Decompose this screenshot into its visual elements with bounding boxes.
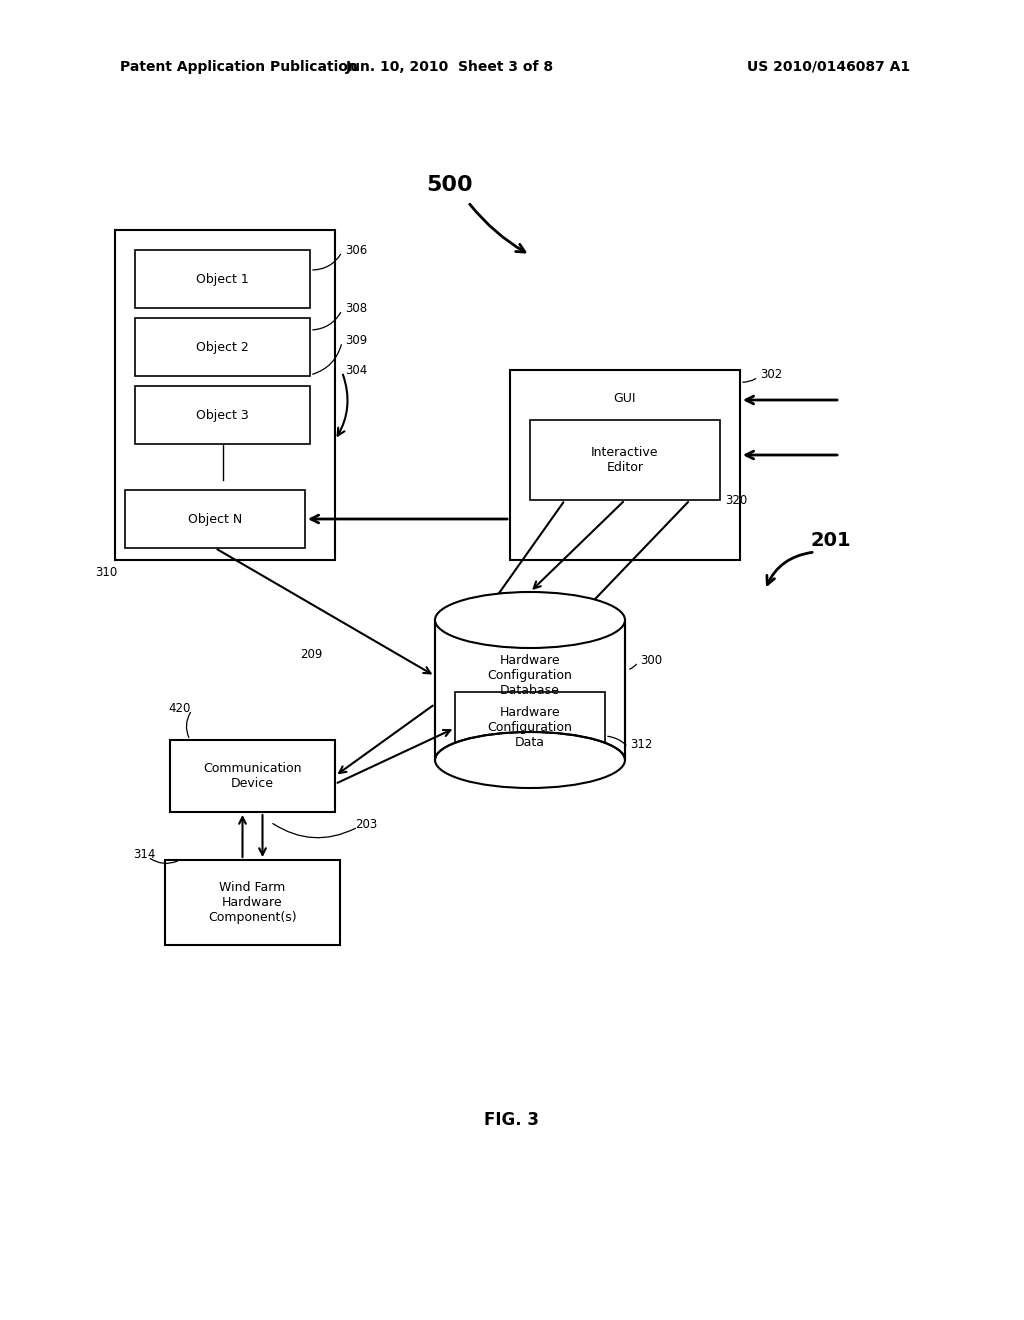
Text: Hardware
Configuration
Data: Hardware Configuration Data bbox=[487, 706, 572, 750]
Text: Jun. 10, 2010  Sheet 3 of 8: Jun. 10, 2010 Sheet 3 of 8 bbox=[346, 59, 554, 74]
Text: Object 3: Object 3 bbox=[197, 408, 249, 421]
Bar bbox=[135, 385, 310, 444]
Bar bbox=[125, 490, 305, 548]
Bar bbox=[115, 230, 335, 560]
Text: 312: 312 bbox=[630, 738, 652, 751]
Text: Wind Farm
Hardware
Component(s): Wind Farm Hardware Component(s) bbox=[208, 880, 297, 924]
Text: 201: 201 bbox=[810, 531, 851, 549]
Text: 306: 306 bbox=[345, 243, 368, 256]
Text: Object 2: Object 2 bbox=[197, 341, 249, 354]
Text: Communication
Device: Communication Device bbox=[203, 762, 302, 789]
Text: US 2010/0146087 A1: US 2010/0146087 A1 bbox=[746, 59, 910, 74]
Text: Object 1: Object 1 bbox=[197, 272, 249, 285]
Text: Object N: Object N bbox=[187, 512, 242, 525]
Text: Hardware
Configuration
Database: Hardware Configuration Database bbox=[487, 653, 572, 697]
Bar bbox=[435, 620, 625, 760]
Bar bbox=[530, 420, 720, 500]
Text: 304: 304 bbox=[345, 363, 368, 376]
Bar bbox=[135, 249, 310, 308]
Text: 302: 302 bbox=[760, 368, 782, 381]
Text: 310: 310 bbox=[95, 565, 118, 578]
Ellipse shape bbox=[435, 733, 625, 788]
Text: 209: 209 bbox=[300, 648, 323, 661]
Text: 420: 420 bbox=[168, 701, 190, 714]
Text: 308: 308 bbox=[345, 301, 368, 314]
Bar bbox=[165, 861, 340, 945]
Text: Patent Application Publication: Patent Application Publication bbox=[120, 59, 357, 74]
Text: FIG. 3: FIG. 3 bbox=[484, 1111, 540, 1129]
Text: Interactive
Editor: Interactive Editor bbox=[591, 446, 658, 474]
Text: 314: 314 bbox=[133, 849, 156, 862]
Text: GUI: GUI bbox=[613, 392, 636, 404]
Bar bbox=[510, 370, 740, 560]
Text: 300: 300 bbox=[640, 653, 663, 667]
Ellipse shape bbox=[435, 733, 625, 788]
Ellipse shape bbox=[435, 591, 625, 648]
Text: 203: 203 bbox=[355, 818, 377, 832]
Bar bbox=[135, 318, 310, 376]
Text: 309: 309 bbox=[345, 334, 368, 346]
Bar bbox=[170, 741, 335, 812]
Text: 500: 500 bbox=[427, 176, 473, 195]
Bar bbox=[455, 692, 605, 764]
Text: 320: 320 bbox=[725, 494, 748, 507]
